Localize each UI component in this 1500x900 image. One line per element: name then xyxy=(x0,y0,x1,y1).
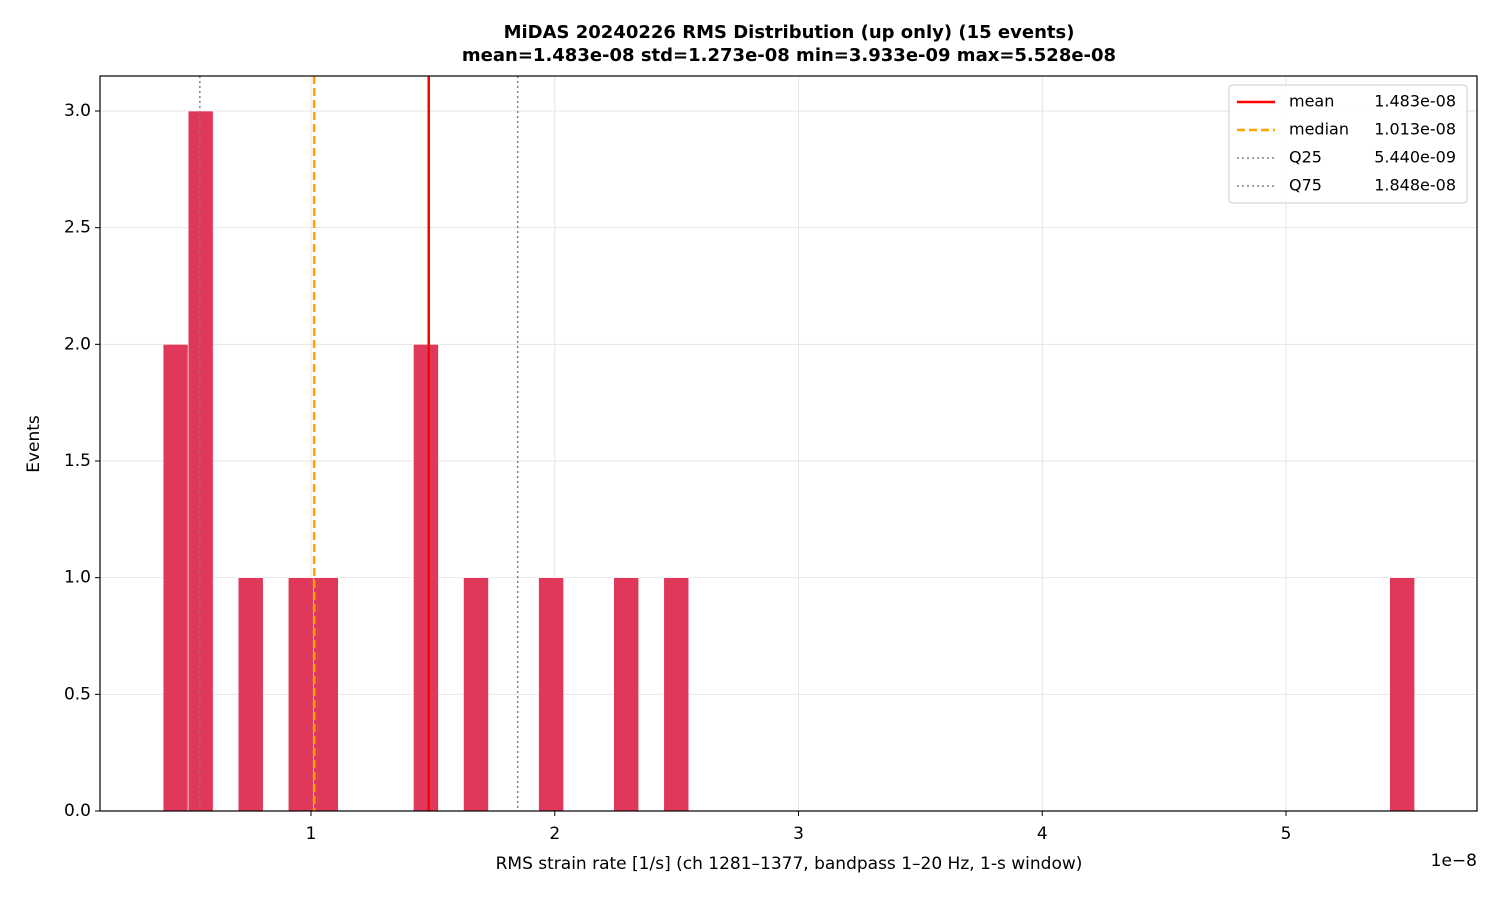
bar xyxy=(613,577,640,812)
bar xyxy=(237,577,264,812)
legend-value: 1.013e-08 xyxy=(1374,120,1456,139)
plot-frame xyxy=(99,75,1478,812)
y-tick-label: 3.0 xyxy=(64,101,91,121)
bar xyxy=(1389,577,1415,812)
legend: mean 1.483e-08 median 1.013e-08 Q25 5.440e-09… xyxy=(1228,84,1468,204)
bar xyxy=(162,344,189,812)
legend-value: 1.483e-08 xyxy=(1374,92,1456,111)
bar xyxy=(538,577,564,812)
y-axis-label: Events xyxy=(24,415,44,473)
bar xyxy=(663,577,690,812)
y-tick-label: 0.0 xyxy=(64,801,91,821)
x-offset-label: 1e−8 xyxy=(1431,851,1477,871)
legend-name: median xyxy=(1289,120,1349,139)
chart-subtitle: mean=1.483e-08 std=1.273e-08 min=3.933e-… xyxy=(462,45,1116,66)
legend-name: Q25 xyxy=(1289,148,1322,167)
x-tick-label: 1 xyxy=(306,824,317,844)
x-tick-label: 4 xyxy=(1037,824,1048,844)
legend-name: Q75 xyxy=(1289,176,1322,195)
bar xyxy=(287,577,314,812)
bar xyxy=(313,577,339,812)
x-tick-label: 2 xyxy=(549,824,560,844)
y-tick-label: 1.5 xyxy=(64,451,91,471)
chart-title: MiDAS 20240226 RMS Distribution (up only… xyxy=(504,22,1075,43)
legend-name: mean xyxy=(1289,92,1334,111)
legend-box xyxy=(1228,84,1468,204)
y-tick-label: 2.5 xyxy=(64,218,91,238)
x-tick-label: 3 xyxy=(793,824,804,844)
bar xyxy=(413,344,439,812)
bar xyxy=(463,577,489,812)
legend-value: 5.440e-09 xyxy=(1374,148,1456,167)
legend-value: 1.848e-08 xyxy=(1374,176,1456,195)
y-tick-label: 0.5 xyxy=(64,684,91,704)
y-tick-label: 2.0 xyxy=(64,334,91,354)
bar xyxy=(187,110,214,812)
x-axis-label: RMS strain rate [1/s] (ch 1281–1377, ban… xyxy=(496,854,1083,874)
x-tick-label: 5 xyxy=(1281,824,1292,844)
y-tick-label: 1.0 xyxy=(64,568,91,588)
